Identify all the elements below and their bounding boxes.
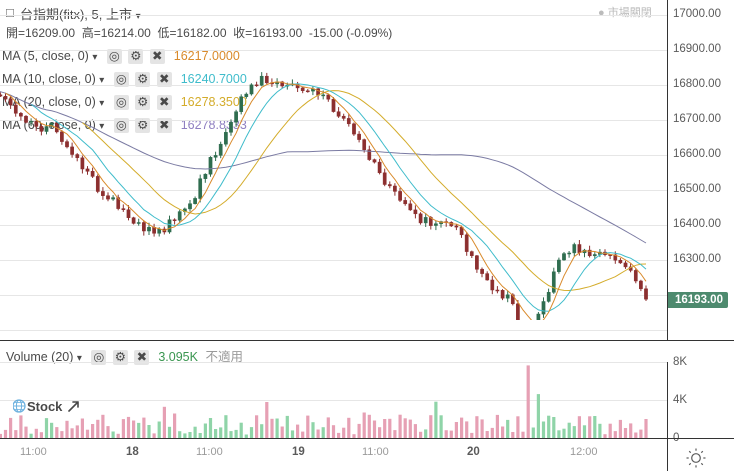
svg-text:Stock: Stock xyxy=(27,399,63,413)
